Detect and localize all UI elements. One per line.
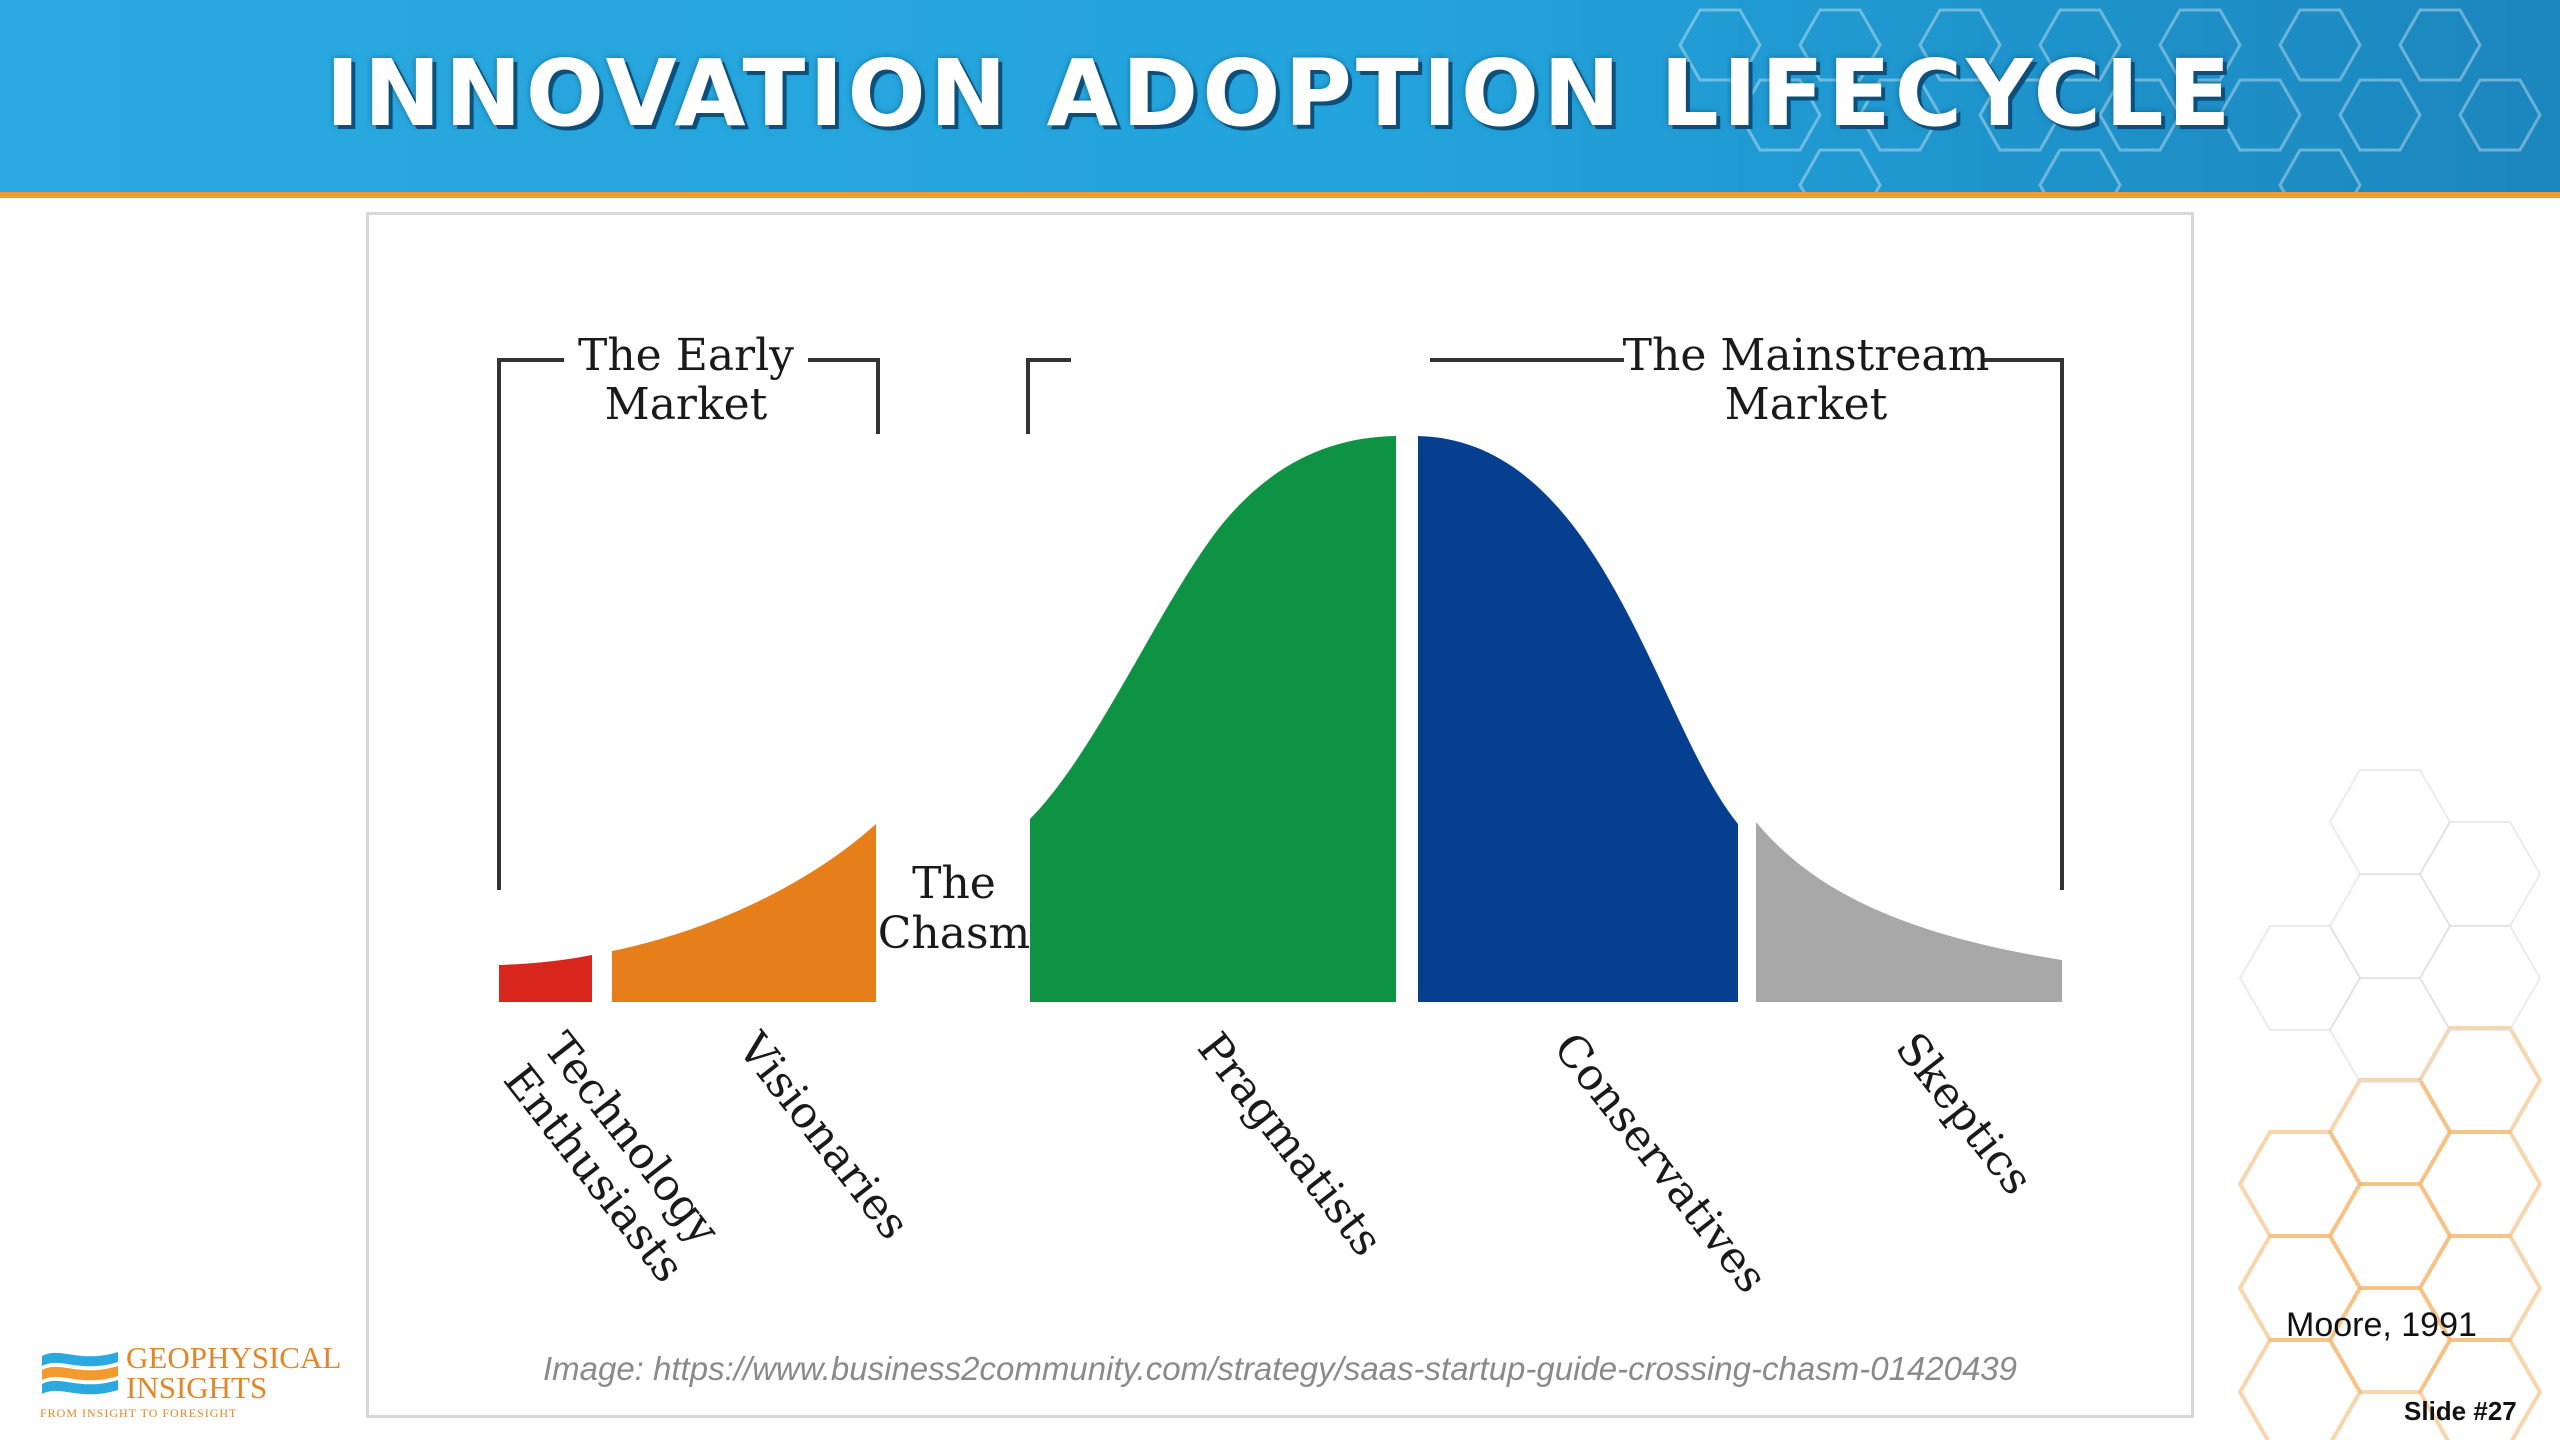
waves-icon [42,1352,118,1395]
header-divider [0,192,2560,198]
adoption-lifecycle-diagram: The Early Market The Mainstream Market T… [493,330,2064,1303]
logo-text-line1: GEOPHYSICAL [126,1340,342,1375]
pragmatists-segment [1030,436,1396,1002]
conservatives-label: Conservatives [1543,1023,1777,1302]
company-logo: GEOPHYSICAL INSIGHTS FROM INSIGHT TO FOR… [40,1340,342,1420]
slide-title: INNOVATION ADOPTION LIFECYCLE [325,40,2235,147]
early-market-label-line1: The Early [578,330,794,381]
mainstream-market-label-line1: The Mainstream [1623,330,1990,381]
skeptics-label: Skeptics [1885,1023,2042,1204]
technology-enthusiasts-segment [499,955,592,1002]
mainstream-market-bracket [1026,358,2064,890]
visionaries-segment [612,824,876,1002]
pragmatists-label: Pragmatists [1187,1023,1392,1265]
citation: Moore, 1991 [2286,1306,2477,1344]
mainstream-market-label-line2: Market [1725,379,1888,430]
slide-header: INNOVATION ADOPTION LIFECYCLE [0,0,2560,192]
early-market-label-line2: Market [605,379,768,430]
skeptics-segment [1756,822,2062,1002]
logo-tagline: FROM INSIGHT TO FORESIGHT [40,1406,238,1420]
early-market-bracket [497,358,880,890]
chasm-label-line1: The [912,858,996,909]
image-credit: Image: https://www.business2community.co… [542,1350,2018,1387]
visionaries-label: Visionaries [727,1023,920,1249]
hexagon-pattern-decoration [1678,8,2542,192]
logo-text-line2: INSIGHTS [126,1370,268,1405]
slide-number: Slide #27 [2404,1396,2517,1426]
conservatives-segment [1418,436,1738,1002]
chasm-label-line2: Chasm [878,908,1031,959]
hexagon-corner-decoration [2237,769,2543,1440]
